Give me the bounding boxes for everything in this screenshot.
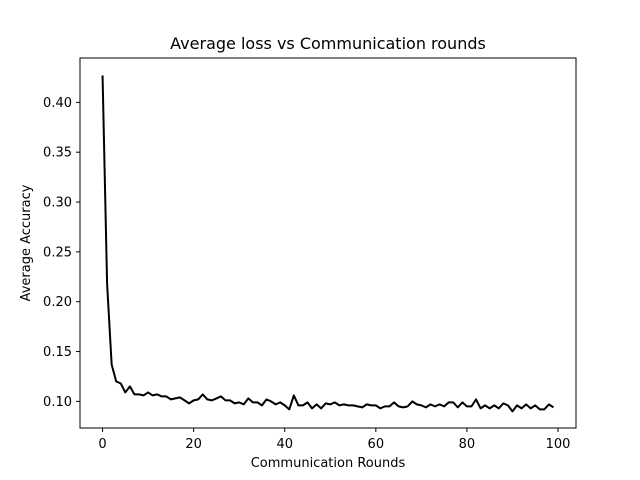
x-tick-label: 80 [459,437,476,452]
y-tick-label: 0.30 [43,196,72,211]
y-axis-label: Average Accuracy [19,184,34,301]
plot-frame [79,57,577,429]
x-tick-label: 100 [546,437,571,452]
y-tick-label: 0.15 [43,345,72,360]
plot-area [80,58,576,428]
x-axis-label: Communication Rounds [251,456,406,471]
series-line [101,75,554,413]
y-tick-label: 0.25 [43,245,72,260]
y-tick-label: 0.35 [43,146,72,161]
y-tick-label: 0.20 [43,295,72,310]
chart-title: Average loss vs Communication rounds [170,34,486,53]
series-layer [101,75,554,413]
x-tick-label: 20 [185,437,202,452]
x-tick-label: 40 [276,437,293,452]
ticks-layer: 0 20 40 60 80 100 0.10 0.15 0.20 0.25 0.30 0.35 0.40 [43,96,570,452]
y-tick-label: 0.10 [43,395,72,410]
x-tick-label: 60 [368,437,385,452]
x-tick-label: 0 [98,437,106,452]
y-tick-label: 0.40 [43,96,72,111]
